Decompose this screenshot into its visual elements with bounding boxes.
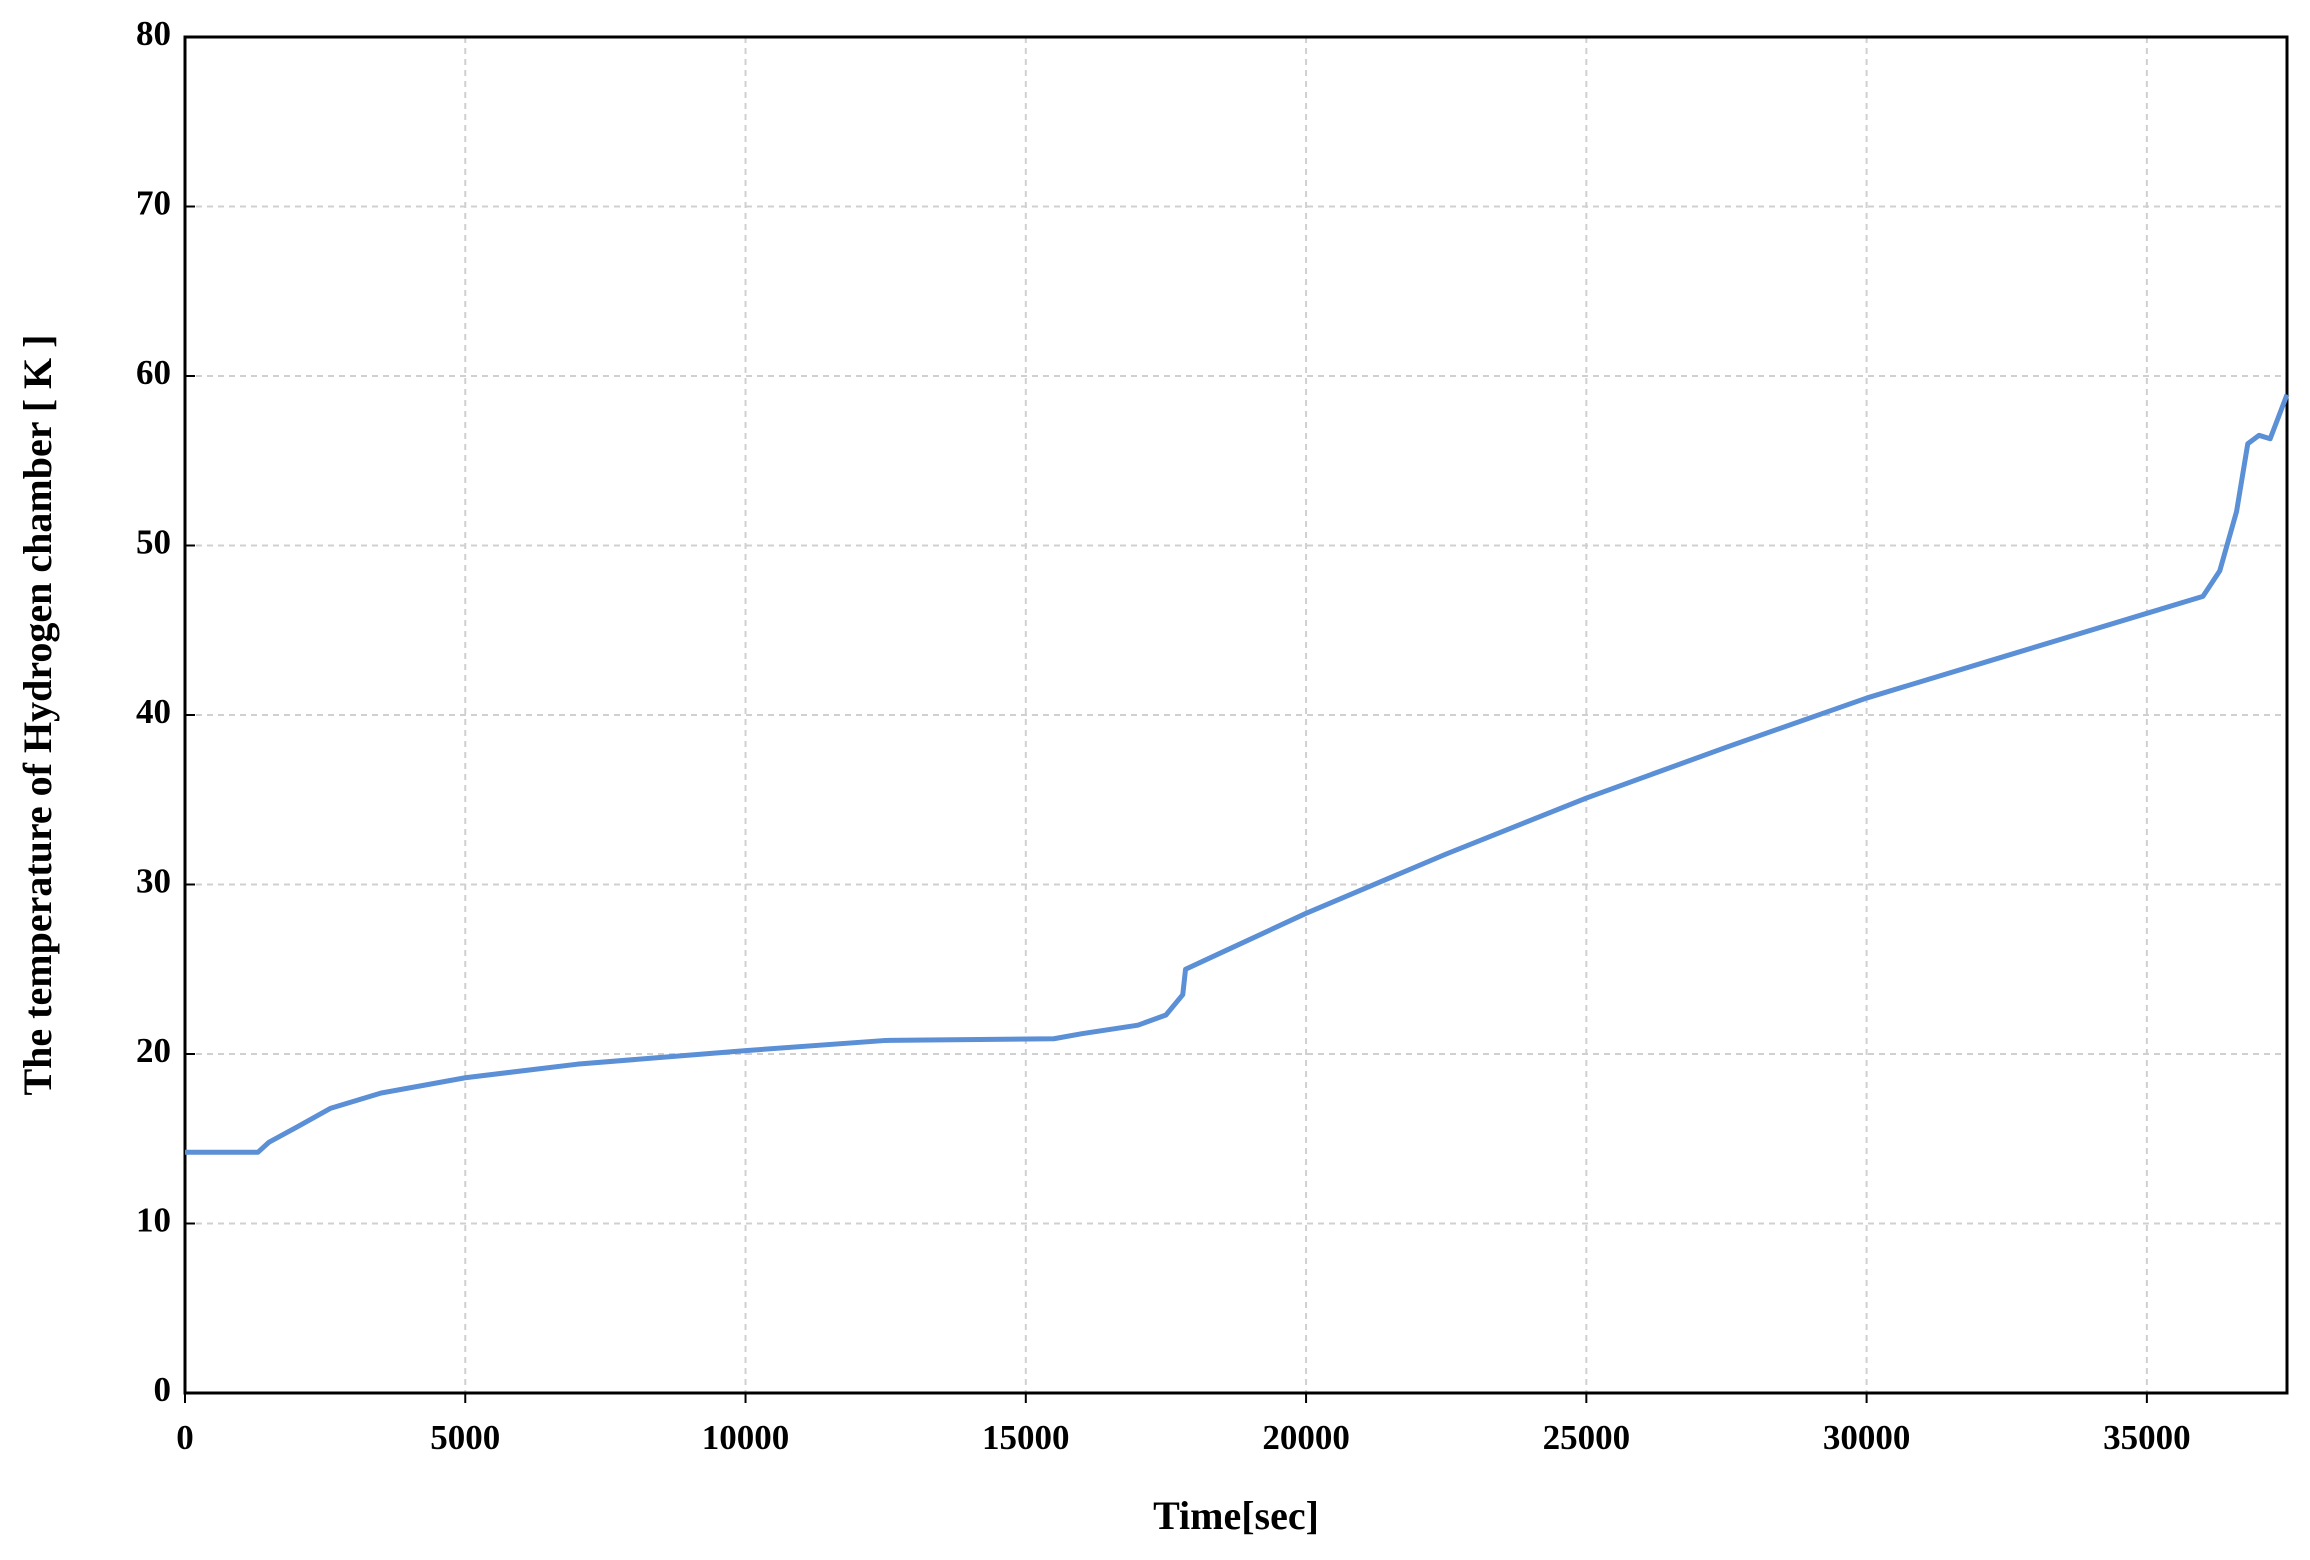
y-tick-label: 20	[136, 1031, 171, 1070]
y-tick-label: 10	[136, 1201, 171, 1240]
y-tick-label: 50	[136, 523, 171, 562]
y-tick-label: 70	[136, 184, 171, 223]
data-line	[185, 393, 2290, 1155]
x-tick-label: 0	[176, 1418, 194, 1457]
x-tick-label: 35000	[2103, 1418, 2191, 1457]
x-tick-label: 20000	[1262, 1418, 1350, 1457]
y-tick-label: 0	[154, 1370, 172, 1409]
y-tick-label: 80	[136, 14, 171, 53]
y-tick-label: 40	[136, 692, 171, 731]
x-tick-label: 10000	[702, 1418, 790, 1457]
x-axis-title: Time[sec]	[1153, 1493, 1319, 1538]
x-tick-label: 25000	[1543, 1418, 1631, 1457]
x-tick-label: 15000	[982, 1418, 1070, 1457]
plot-frame	[183, 35, 2289, 1395]
y-axis-title: The temperature of Hydrogen chamber [ K …	[15, 335, 60, 1096]
x-tick-label: 5000	[430, 1418, 500, 1457]
x-tick-label: 30000	[1823, 1418, 1911, 1457]
y-tick-label: 30	[136, 862, 171, 901]
y-tick-label: 60	[136, 353, 171, 392]
